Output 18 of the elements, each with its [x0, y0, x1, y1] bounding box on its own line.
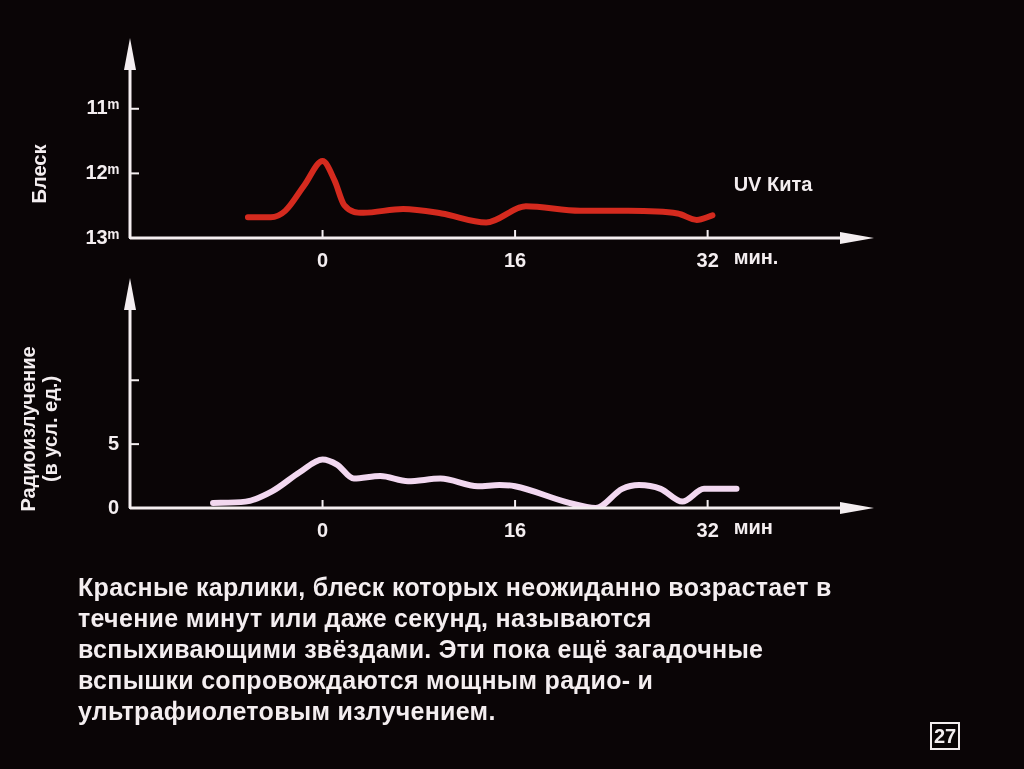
- y-tick-label: 13ᵐ: [85, 225, 119, 248]
- x-axis-title: мин: [733, 515, 773, 538]
- x-tick-label: 16: [503, 248, 527, 271]
- text: Красные карлики, блеск которых неожиданно возрастает в течение минут или даже секунд, называются вспыхивающими звёздами. Эти пока ещё загадочные вспышки сопровождаются мощным радио- и ультрафиолетовым излучением.: [78, 572, 833, 727]
- y-tick-label: 11ᵐ: [86, 96, 119, 119]
- text: 27: [930, 722, 961, 750]
- y-tick-label: 12ᵐ: [85, 160, 119, 183]
- x-tick-label: 16: [503, 518, 527, 541]
- y-axis-title: Радиоизлучение (в усл. ед.): [16, 346, 61, 512]
- y-tick-label: 5: [107, 431, 119, 454]
- x-tick-label: 0: [316, 518, 329, 541]
- x-tick-label: 0: [316, 248, 329, 271]
- y-tick-label: 0: [107, 495, 119, 518]
- y-axis-title: Блеск: [27, 143, 50, 204]
- series-label: UV Кита: [733, 172, 814, 195]
- x-axis-title: мин.: [733, 245, 779, 268]
- x-tick-label: 32: [696, 518, 719, 541]
- x-tick-label: 32: [696, 248, 719, 271]
